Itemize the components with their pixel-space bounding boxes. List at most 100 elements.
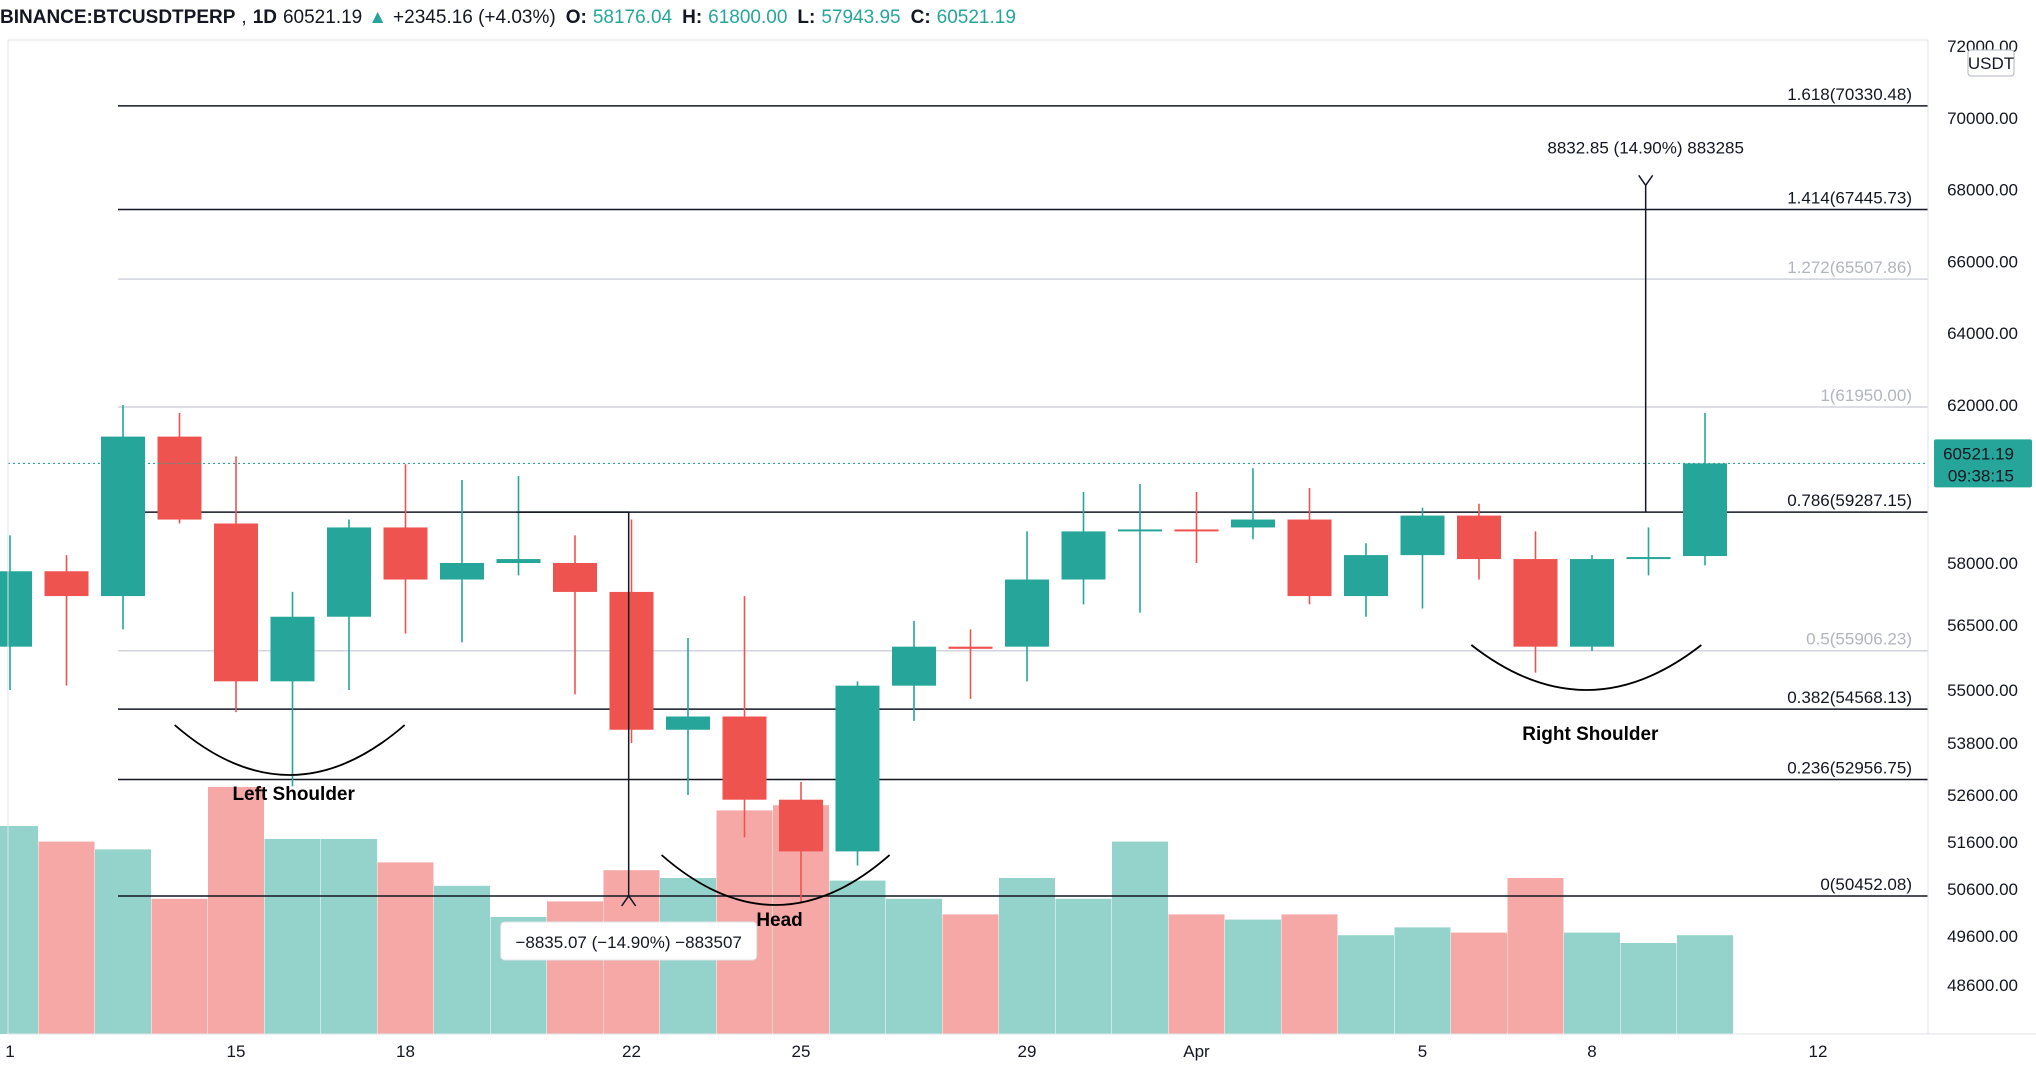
candle-up — [270, 616, 315, 682]
volume-bar — [1451, 932, 1507, 1034]
pattern-arc[interactable] — [174, 724, 406, 776]
low-label: L: — [797, 7, 816, 28]
volume-bar — [38, 841, 95, 1034]
price-tick-label: 48600.00 — [1947, 976, 2018, 995]
price-tick-label: 62000.00 — [1947, 396, 2018, 415]
price-tick-label: 66000.00 — [1947, 252, 2018, 271]
open-label: O: — [565, 7, 587, 28]
fib-level-label: 0(50452.08) — [1820, 875, 1912, 894]
volume-bar — [0, 826, 38, 1034]
volume-bar — [377, 862, 434, 1034]
candle-up — [327, 527, 371, 617]
fibonacci-levels[interactable]: 1.618(70330.48) 1.414(67445.73) 1.272(6550… — [118, 85, 1928, 897]
volume-bar — [829, 880, 886, 1034]
candle-up — [1400, 515, 1445, 556]
candle-up — [1118, 529, 1162, 532]
price-tick-label: 58000.00 — [1947, 554, 2018, 573]
time-tick-label: 18 — [396, 1042, 415, 1061]
volume-bar — [1564, 932, 1620, 1034]
close-label: C: — [910, 7, 931, 28]
interval-label[interactable]: 1D — [252, 7, 277, 28]
time-tick-label: 12 — [1809, 1042, 1828, 1061]
price-tick-label: 56500.00 — [1947, 616, 2018, 635]
chart-header: BINANCE:BTCUSDTPERP , 1D 60521.19 ▲ +234… — [0, 6, 1016, 30]
candle-up — [835, 685, 880, 852]
volume-bar — [1338, 935, 1394, 1034]
pattern-label: Right Shoulder — [1522, 724, 1659, 745]
time-tick-label: Apr — [1183, 1042, 1210, 1061]
time-tick-label: 5 — [1418, 1042, 1427, 1061]
last-price-tag-value: 60521.19 — [1943, 444, 2014, 463]
axes: 72000.0070000.0068000.0066000.0064000.00… — [5, 37, 2036, 1061]
candle-up — [496, 559, 541, 563]
volume-bar — [321, 839, 377, 1034]
volume-bar — [1507, 878, 1564, 1034]
volume-bar — [547, 901, 603, 1034]
symbol-name[interactable]: BINANCE:BTCUSDTPERP — [0, 7, 236, 28]
pattern-label: Head — [756, 910, 802, 931]
candle-up — [0, 571, 32, 647]
candle-up — [101, 436, 145, 597]
volume-bar — [151, 898, 208, 1034]
volume-bar — [886, 898, 942, 1034]
fib-level-label: 1.414(67445.73) — [1787, 188, 1912, 207]
volume-bar — [95, 849, 151, 1034]
low-value: 57943.95 — [821, 7, 901, 28]
candle-down — [722, 716, 767, 800]
time-tick-label: 1 — [5, 1042, 14, 1061]
time-tick-label: 8 — [1587, 1042, 1596, 1061]
candle-down — [1457, 515, 1501, 560]
price-tick-label: 51600.00 — [1947, 833, 2018, 852]
candle-down — [1174, 529, 1219, 532]
open-value: 58176.04 — [592, 7, 673, 28]
pattern-arc[interactable] — [1470, 644, 1702, 691]
price-tick-label: 50600.00 — [1947, 880, 2018, 899]
candle-up — [666, 716, 710, 730]
candle-up — [892, 646, 936, 686]
measure-label: 8832.85 (14.90%) 883285 — [1547, 138, 1744, 157]
pattern-label: Left Shoulder — [232, 784, 355, 805]
price-tick-label: 64000.00 — [1947, 324, 2018, 343]
volume-bar — [1281, 914, 1338, 1034]
fib-level-label: 0.236(52956.75) — [1787, 759, 1912, 778]
volume-bar — [208, 787, 264, 1034]
fib-level-label: 1.272(65507.86) — [1787, 258, 1912, 277]
candle-down — [1287, 519, 1332, 597]
price-tick-label: 55000.00 — [1947, 681, 2018, 700]
measure-label-box — [500, 921, 758, 961]
volume-bar — [434, 885, 490, 1034]
candle-down — [553, 563, 597, 592]
volume-bar — [942, 914, 999, 1034]
close-value: 60521.19 — [936, 7, 1016, 28]
pattern-arc[interactable] — [660, 854, 891, 906]
last-price-tag — [1934, 439, 2032, 488]
arrow-up-icon — [1638, 174, 1654, 187]
high-label: H: — [682, 7, 703, 28]
drawings[interactable]: −8835.07 (−14.90%) −883507 8832.85 (14.90… — [8, 138, 1928, 961]
price-tick-label: 49600.00 — [1947, 927, 2018, 946]
price-tick-label: 52600.00 — [1947, 786, 2018, 805]
price-tick-label: 68000.00 — [1947, 181, 2018, 200]
time-tick-label: 29 — [1018, 1042, 1037, 1061]
fib-level-label: 0.382(54568.13) — [1787, 688, 1912, 707]
bar-countdown: 09:38:15 — [1948, 466, 2014, 485]
candle-up — [1231, 519, 1275, 528]
high-value: 61800.00 — [708, 7, 788, 28]
candlestick-series — [0, 405, 1727, 904]
currency-badge[interactable] — [1967, 49, 2015, 77]
fib-level-label: 1(61950.00) — [1820, 386, 1912, 405]
volume-bar — [1168, 914, 1225, 1034]
candle-up — [1683, 463, 1727, 557]
candle-up — [1344, 555, 1388, 597]
candle-down — [214, 523, 258, 682]
candle-up — [1626, 557, 1671, 560]
fib-level-label: 0.786(59287.15) — [1787, 491, 1912, 510]
currency-label: USDT — [1968, 54, 2014, 73]
price-tick-label: 70000.00 — [1947, 109, 2018, 128]
candle-up — [1570, 559, 1614, 647]
price-change: +2345.16 (+4.03%) — [393, 7, 556, 28]
candle-down — [383, 527, 428, 580]
volume-bar — [1225, 919, 1281, 1034]
volume-bar — [999, 878, 1055, 1034]
